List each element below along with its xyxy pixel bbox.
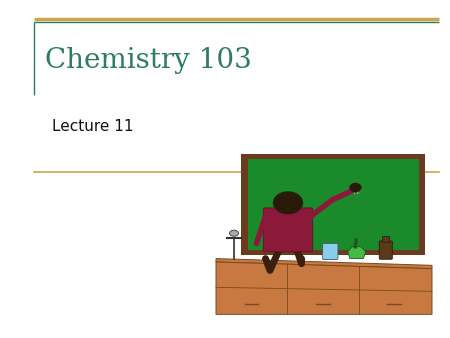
FancyBboxPatch shape: [379, 241, 392, 259]
Polygon shape: [216, 259, 432, 269]
Polygon shape: [348, 247, 366, 259]
FancyBboxPatch shape: [248, 159, 418, 250]
FancyBboxPatch shape: [382, 236, 389, 242]
Ellipse shape: [230, 230, 238, 236]
Text: Lecture 11: Lecture 11: [52, 119, 133, 134]
Text: H²: H²: [354, 189, 361, 195]
Circle shape: [350, 184, 361, 192]
Polygon shape: [216, 262, 432, 314]
Text: Chemistry 103: Chemistry 103: [45, 47, 252, 74]
FancyBboxPatch shape: [263, 208, 313, 252]
FancyBboxPatch shape: [241, 154, 425, 255]
Circle shape: [274, 192, 302, 214]
FancyBboxPatch shape: [323, 243, 338, 260]
